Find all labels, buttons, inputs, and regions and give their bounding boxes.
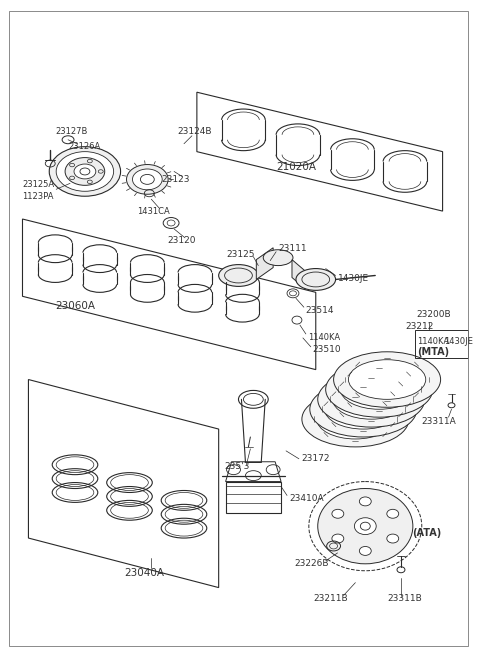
- Text: 1140KA: 1140KA: [417, 338, 449, 346]
- Ellipse shape: [334, 351, 441, 407]
- Text: (ATA): (ATA): [412, 528, 441, 538]
- Text: 1430JE: 1430JE: [444, 338, 473, 346]
- Ellipse shape: [49, 147, 120, 196]
- Text: 23226B: 23226B: [294, 559, 328, 568]
- Ellipse shape: [348, 360, 426, 399]
- Text: 23410A: 23410A: [289, 494, 324, 503]
- Text: 23125: 23125: [227, 250, 255, 260]
- Ellipse shape: [324, 390, 402, 429]
- Ellipse shape: [332, 509, 344, 518]
- Text: 23111: 23111: [278, 244, 307, 253]
- Ellipse shape: [333, 380, 410, 419]
- Text: 23060A: 23060A: [55, 301, 95, 311]
- Text: 23040A: 23040A: [124, 568, 165, 578]
- Text: (MTA): (MTA): [417, 347, 449, 357]
- Ellipse shape: [132, 169, 162, 190]
- Text: 235'3: 235'3: [225, 463, 250, 471]
- Ellipse shape: [360, 547, 371, 555]
- Ellipse shape: [387, 534, 399, 543]
- Text: 23514: 23514: [306, 306, 335, 315]
- Ellipse shape: [263, 250, 293, 265]
- Text: 1140KA: 1140KA: [308, 333, 340, 342]
- Text: 23172: 23172: [301, 454, 329, 463]
- Text: 21020A: 21020A: [276, 162, 316, 173]
- Ellipse shape: [332, 534, 344, 543]
- Ellipse shape: [387, 509, 399, 518]
- Text: 23123: 23123: [161, 175, 190, 184]
- Text: 23126A: 23126A: [68, 142, 100, 151]
- Ellipse shape: [325, 362, 432, 417]
- Text: 23510: 23510: [313, 346, 341, 354]
- Text: 23311B: 23311B: [387, 594, 422, 603]
- Ellipse shape: [310, 382, 417, 437]
- Text: 23211B: 23211B: [314, 594, 348, 603]
- Text: 23124B: 23124B: [177, 127, 212, 137]
- Ellipse shape: [354, 518, 376, 535]
- Ellipse shape: [360, 497, 371, 506]
- Ellipse shape: [296, 269, 336, 290]
- Ellipse shape: [340, 370, 418, 409]
- Text: 1123PA: 1123PA: [23, 192, 54, 201]
- Ellipse shape: [318, 489, 413, 564]
- Ellipse shape: [318, 372, 425, 427]
- Ellipse shape: [302, 392, 409, 447]
- Text: 23120: 23120: [167, 237, 196, 245]
- Text: 23212: 23212: [405, 321, 433, 330]
- Text: 1430JE: 1430JE: [337, 274, 369, 283]
- Text: 1431CA: 1431CA: [137, 206, 170, 215]
- Text: 23125A: 23125A: [23, 180, 55, 189]
- Ellipse shape: [56, 152, 114, 191]
- Polygon shape: [292, 260, 306, 289]
- Text: 23311A: 23311A: [422, 417, 456, 426]
- Polygon shape: [256, 248, 273, 279]
- Ellipse shape: [127, 164, 168, 194]
- Ellipse shape: [74, 164, 96, 179]
- Text: 23200B: 23200B: [417, 309, 452, 319]
- Ellipse shape: [65, 158, 105, 185]
- Text: 23127B: 23127B: [55, 127, 87, 137]
- Ellipse shape: [219, 265, 258, 286]
- Ellipse shape: [317, 399, 394, 439]
